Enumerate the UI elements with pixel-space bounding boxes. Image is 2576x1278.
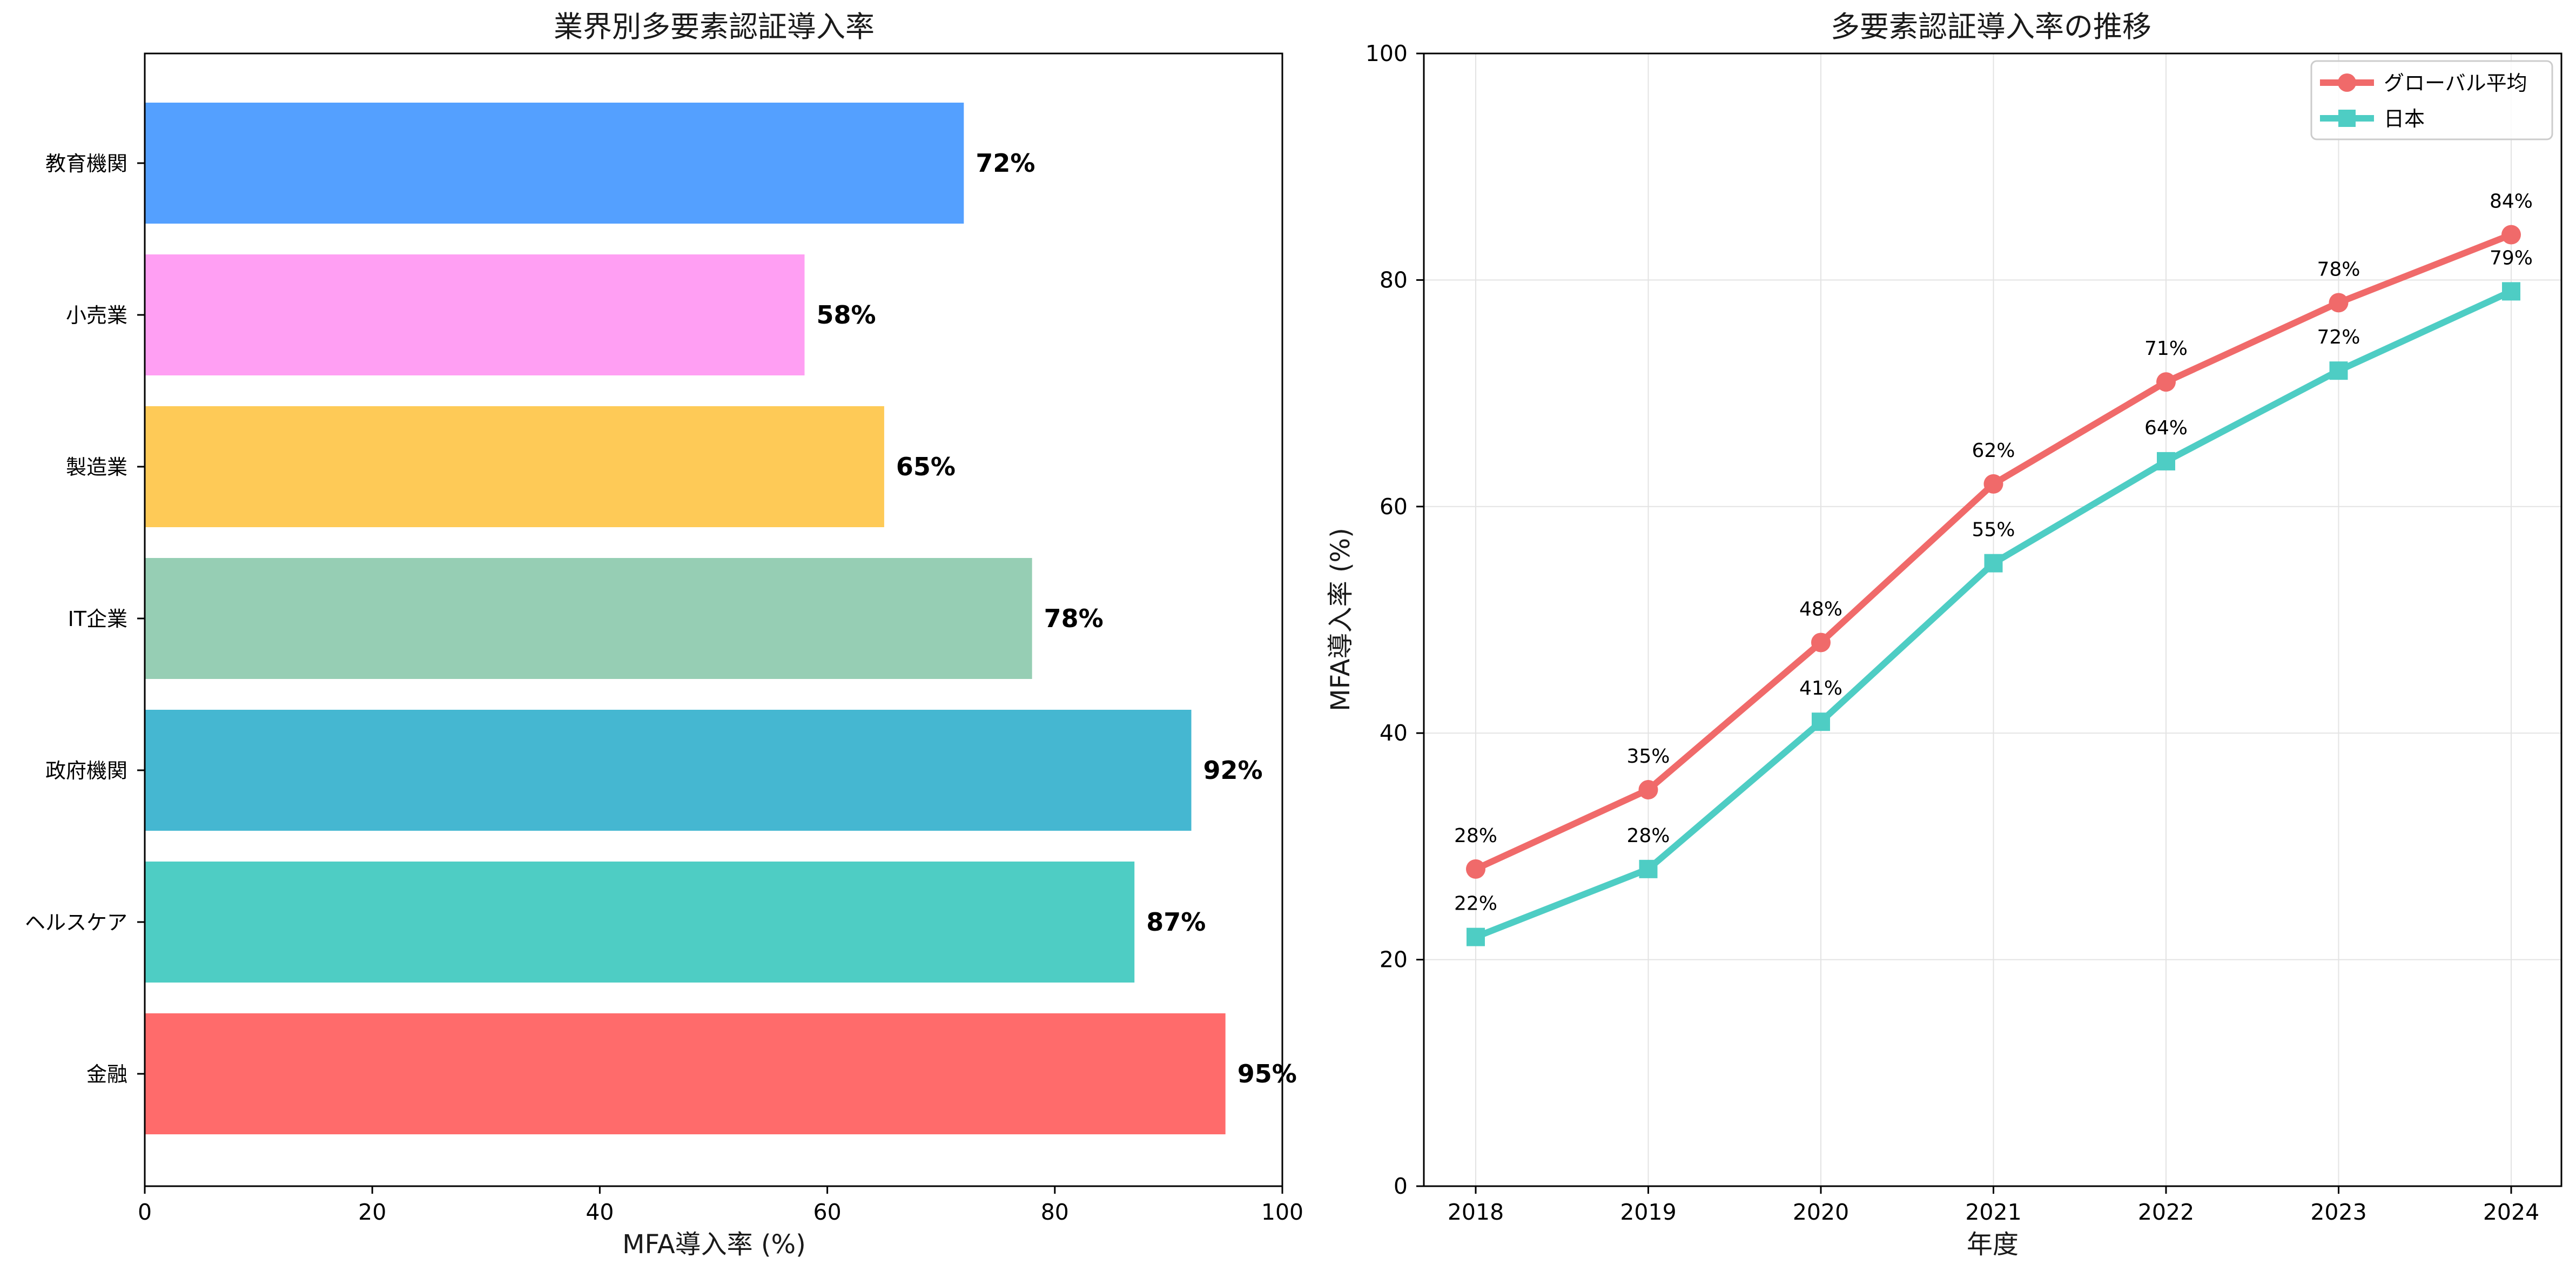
y-tick-label: 40 xyxy=(1380,720,1408,746)
data-label: 28% xyxy=(1454,825,1497,847)
bar-value-label: 65% xyxy=(896,452,956,481)
y-tick-label: 0 xyxy=(1394,1173,1408,1199)
x-tick-label: 100 xyxy=(1261,1199,1303,1225)
data-point xyxy=(2157,452,2175,470)
x-tick-label: 2022 xyxy=(2138,1199,2194,1225)
legend-label: 日本 xyxy=(2384,107,2425,131)
data-point xyxy=(1984,554,2003,573)
y-tick-label: 政府機関 xyxy=(45,759,127,783)
x-tick-label: 2020 xyxy=(1793,1199,1849,1225)
data-label: 41% xyxy=(1799,677,1842,699)
x-tick-label: 60 xyxy=(813,1199,842,1225)
bar-x-axis-label: MFA導入率 (%) xyxy=(622,1229,806,1260)
bar-plot-frame xyxy=(144,52,1283,1187)
data-label: 35% xyxy=(1626,745,1670,768)
y-tick-label: 80 xyxy=(1380,267,1408,293)
data-point xyxy=(1983,474,2003,494)
bar xyxy=(145,103,964,224)
data-label: 78% xyxy=(2317,258,2360,280)
data-label: 62% xyxy=(1972,440,2015,462)
x-tick-label: 80 xyxy=(1041,1199,1069,1225)
bar-chart-title: 業界別多要素認証導入率 xyxy=(554,10,875,44)
bar xyxy=(145,406,884,527)
data-label: 55% xyxy=(1972,519,2015,541)
data-point xyxy=(2329,361,2348,380)
line-plot-frame xyxy=(1423,52,2562,1187)
bar xyxy=(145,558,1032,679)
x-tick-label: 2019 xyxy=(1620,1199,1676,1225)
legend-label: グローバル平均 xyxy=(2384,71,2527,95)
data-label: 71% xyxy=(2144,338,2188,360)
data-label: 79% xyxy=(2490,247,2533,269)
line-x-axis-label: 年度 xyxy=(1967,1229,2019,1260)
bar xyxy=(145,254,805,375)
y-tick-label: 製造業 xyxy=(66,455,127,479)
data-label: 22% xyxy=(1454,893,1497,915)
y-tick-label: 100 xyxy=(1366,41,1408,66)
data-point xyxy=(1812,712,1830,731)
line-chart-title: 多要素認証導入率の推移 xyxy=(1831,10,2151,44)
x-tick-label: 40 xyxy=(586,1199,614,1225)
data-label: 28% xyxy=(1626,825,1670,847)
data-point xyxy=(1638,780,1658,800)
data-point xyxy=(2501,225,2521,245)
bar-value-label: 72% xyxy=(976,149,1035,178)
data-label: 84% xyxy=(2490,191,2533,213)
y-tick-label: 60 xyxy=(1380,494,1408,520)
bar-chart: 業界別多要素認証導入率 95% 87% 92% 78% 65% 58% 72% 金融 ヘルスケ… xyxy=(25,10,1303,1260)
bar xyxy=(145,710,1192,831)
data-point xyxy=(2329,293,2349,313)
data-point xyxy=(2156,372,2176,392)
y-tick-label: 小売業 xyxy=(66,304,127,327)
x-tick-label: 0 xyxy=(138,1199,152,1225)
bar xyxy=(145,862,1135,983)
data-point xyxy=(1811,633,1831,653)
data-label: 48% xyxy=(1799,598,1842,620)
bar-value-label: 87% xyxy=(1146,907,1206,937)
x-tick-label: 20 xyxy=(358,1199,386,1225)
bar-value-label: 92% xyxy=(1203,756,1263,785)
bar-value-label: 58% xyxy=(816,300,876,329)
data-point xyxy=(1467,927,1485,946)
x-tick-label: 2024 xyxy=(2483,1199,2539,1225)
y-tick-label: IT企業 xyxy=(68,607,127,631)
bar xyxy=(145,1013,1226,1134)
data-label: 72% xyxy=(2317,326,2360,348)
x-tick-label: 2021 xyxy=(1965,1199,2021,1225)
line-chart: 多要素認証導入率の推移 28% 35% 48% 62% 71% 78% 84% 22% 28% 4… xyxy=(1326,10,2562,1260)
y-tick-label: 金融 xyxy=(86,1062,127,1086)
data-label: 64% xyxy=(2144,417,2188,439)
legend-marker xyxy=(2338,110,2356,127)
x-tick-label: 2018 xyxy=(1448,1199,1504,1225)
y-tick-label: 20 xyxy=(1380,947,1408,973)
bar-value-label: 95% xyxy=(1237,1059,1297,1088)
legend-marker xyxy=(2338,73,2356,92)
y-tick-label: ヘルスケア xyxy=(25,911,127,934)
x-tick-label: 2023 xyxy=(2310,1199,2366,1225)
data-point xyxy=(1639,859,1658,878)
data-point xyxy=(2502,282,2520,301)
data-point xyxy=(1466,859,1485,879)
y-tick-label: 教育機関 xyxy=(45,152,127,176)
bar-value-label: 78% xyxy=(1044,604,1104,633)
line-y-axis-label: MFA導入率 (%) xyxy=(1326,528,1356,711)
